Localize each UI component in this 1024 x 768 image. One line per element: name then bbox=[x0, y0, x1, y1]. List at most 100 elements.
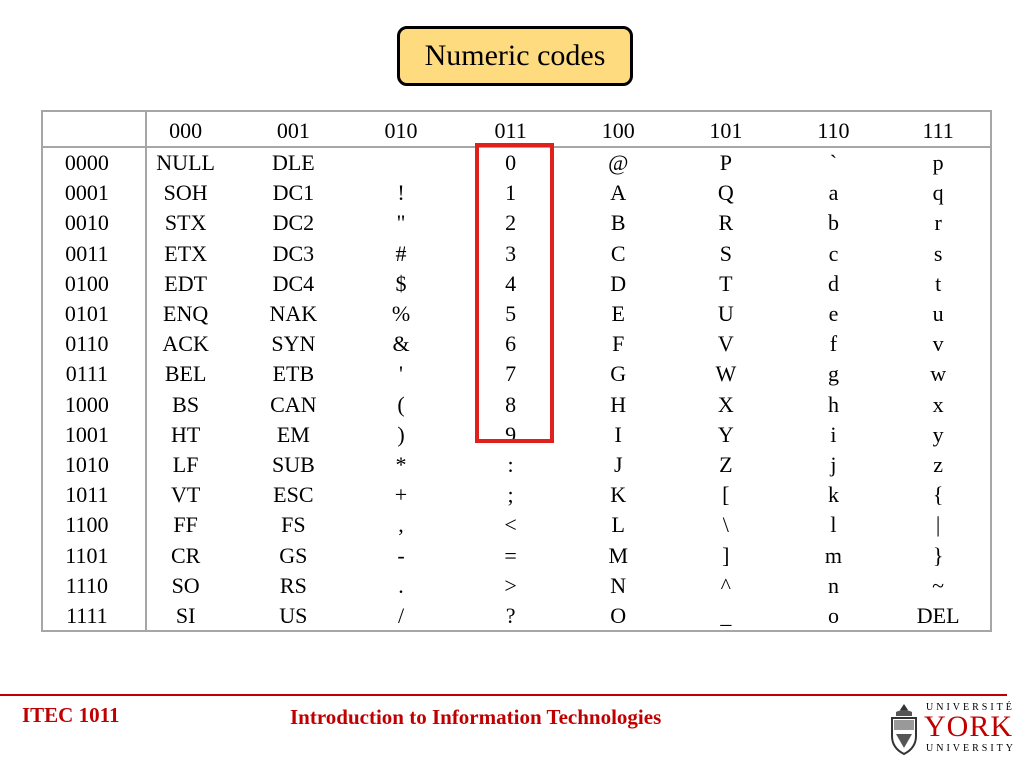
table-cell: f bbox=[829, 331, 838, 357]
slide-title: Numeric codes bbox=[397, 26, 633, 86]
table-cell: NULL bbox=[156, 150, 215, 176]
table-cell: w bbox=[930, 361, 947, 387]
column-header: 101 bbox=[709, 118, 743, 143]
table-cell: ? bbox=[505, 602, 516, 628]
row-header: 1011 bbox=[65, 482, 109, 508]
row-header: 0100 bbox=[64, 270, 109, 296]
table-cell bbox=[346, 148, 456, 178]
table-cell: y bbox=[932, 421, 944, 447]
row-header: 1110 bbox=[65, 572, 109, 598]
column-header: 001 bbox=[276, 118, 310, 143]
table-cell: ACK bbox=[162, 331, 209, 357]
course-code: ITEC 1011 bbox=[22, 703, 120, 727]
table-cell: | bbox=[935, 512, 941, 538]
table-cell: N bbox=[610, 572, 627, 598]
table-cell: SI bbox=[175, 602, 196, 628]
table-cell: l bbox=[830, 512, 837, 538]
table-cell: e bbox=[828, 301, 839, 327]
table-cell: z bbox=[933, 451, 944, 477]
table-cell: W bbox=[715, 361, 737, 387]
table-cell: RS bbox=[279, 572, 307, 598]
table-cell: DLE bbox=[271, 150, 315, 176]
row-header: 0111 bbox=[65, 361, 109, 387]
table-row: 0000 NULL DLE 0 @ P ` p bbox=[43, 148, 990, 178]
table-cell: V bbox=[717, 331, 734, 357]
row-header: 1111 bbox=[66, 602, 108, 628]
table-cell: SO bbox=[171, 572, 200, 598]
table-cell: SYN bbox=[271, 331, 316, 357]
table-cell: : bbox=[507, 451, 514, 477]
table-cell: d bbox=[827, 270, 839, 296]
table-cell: c bbox=[828, 240, 839, 266]
table-cell: Q bbox=[717, 180, 734, 206]
table-cell: r bbox=[934, 210, 942, 236]
table-cell: J bbox=[613, 451, 623, 477]
table-cell: L bbox=[611, 512, 625, 538]
table-row: 1101 CR GS - = M] m} bbox=[43, 540, 990, 570]
table-cell: ` bbox=[829, 150, 838, 176]
header-column-divider bbox=[145, 112, 147, 630]
code-table-frame: 000 001 010 011 100 101 110 111 0000 NULL… bbox=[41, 110, 992, 632]
table-row: 1110 SO RS. > N ^ n ~ bbox=[43, 571, 990, 601]
table-cell: T bbox=[719, 270, 733, 296]
row-header: 0010 bbox=[64, 210, 109, 236]
table-cell: ! bbox=[397, 180, 405, 206]
table-cell: 5 bbox=[505, 301, 517, 327]
table-cell: ) bbox=[397, 421, 405, 447]
table-cell: A bbox=[610, 180, 627, 206]
header-row-divider bbox=[43, 146, 990, 148]
table-cell: S bbox=[719, 240, 732, 266]
table-cell: + bbox=[394, 482, 408, 508]
row-header: 1000 bbox=[64, 391, 109, 417]
table-cell: M bbox=[608, 542, 628, 568]
table-cell: 4 bbox=[505, 270, 517, 296]
table-cell: k bbox=[827, 482, 839, 508]
table-cell: . bbox=[398, 572, 404, 598]
table-cell: q bbox=[932, 180, 944, 206]
table-row: 1100 FF FS, < L \ l | bbox=[43, 510, 990, 540]
table-cell: GS bbox=[279, 542, 308, 568]
table-cell: CR bbox=[170, 542, 201, 568]
table-cell: ; bbox=[507, 482, 514, 508]
table-cell: o bbox=[827, 602, 839, 628]
column-header: 100 bbox=[601, 118, 635, 143]
table-cell: X bbox=[717, 391, 734, 417]
table-cell: STX bbox=[164, 210, 207, 236]
table-cell: & bbox=[392, 331, 410, 357]
table-cell: FF bbox=[173, 512, 198, 538]
table-cell: v bbox=[932, 331, 944, 357]
table-cell: m bbox=[824, 542, 843, 568]
table-cell: = bbox=[504, 542, 517, 568]
table-cell: u bbox=[932, 301, 944, 327]
table-cell: } bbox=[932, 542, 944, 568]
table-cell: ETX bbox=[164, 240, 208, 266]
table-cell: % bbox=[391, 301, 411, 327]
table-cell: D bbox=[610, 270, 627, 296]
table-cell: / bbox=[397, 602, 405, 628]
row-header: 1010 bbox=[64, 451, 109, 477]
table-cell: { bbox=[932, 482, 944, 508]
table-cell: x bbox=[932, 391, 944, 417]
row-header: 0000 bbox=[64, 150, 109, 176]
table-cell: s bbox=[933, 240, 943, 266]
column-header: 110 bbox=[817, 118, 850, 143]
row-header: 1001 bbox=[64, 421, 109, 447]
table-cell: < bbox=[504, 512, 517, 538]
table-cell: U bbox=[717, 301, 734, 327]
table-cell: B bbox=[610, 210, 626, 236]
column-header: 000 bbox=[169, 118, 203, 143]
york-university-logo: UNIVERSITÉ YORK UNIVERSITY bbox=[880, 700, 1013, 758]
table-cell: VT bbox=[170, 482, 201, 508]
table-cell: F bbox=[612, 331, 625, 357]
table-cell: > bbox=[504, 572, 517, 598]
table-cell: " bbox=[396, 210, 406, 236]
footer-divider bbox=[0, 694, 1007, 696]
table-cell: b bbox=[827, 210, 839, 236]
row-header: 0011 bbox=[65, 240, 109, 266]
